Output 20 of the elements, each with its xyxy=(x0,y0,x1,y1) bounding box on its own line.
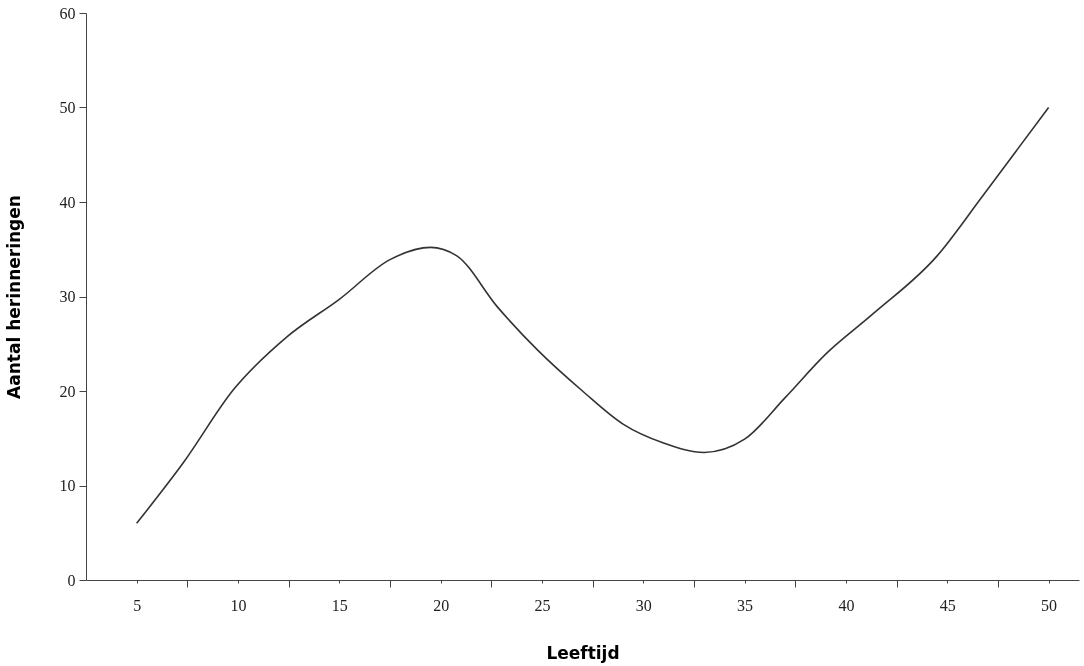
x-axis-title: Leeftijd xyxy=(546,642,620,663)
x-tick-label: 35 xyxy=(737,596,754,614)
x-tick-label: 25 xyxy=(534,596,551,614)
x-tick-label: 15 xyxy=(331,596,348,614)
x-tick-label: 40 xyxy=(838,596,855,614)
y-tick-label: 20 xyxy=(59,382,76,400)
y-tick-label: 60 xyxy=(59,4,76,22)
y-tick-label: 0 xyxy=(67,571,76,589)
x-tick-label: 50 xyxy=(1041,596,1058,614)
y-tick-label: 50 xyxy=(59,99,76,116)
x-tick-label: 45 xyxy=(939,596,956,614)
x-tick-label: 5 xyxy=(133,596,142,614)
y-tick-label: 10 xyxy=(59,477,76,494)
x-tick-label: 10 xyxy=(230,596,247,614)
y-tick-label: 40 xyxy=(59,193,76,211)
y-tick-label: 30 xyxy=(59,288,76,305)
x-tick-label: 30 xyxy=(635,596,652,614)
line-series xyxy=(135,106,1050,525)
y-axis-title: Aantal herinneringen xyxy=(3,195,24,399)
x-tick-label: 20 xyxy=(433,596,450,614)
